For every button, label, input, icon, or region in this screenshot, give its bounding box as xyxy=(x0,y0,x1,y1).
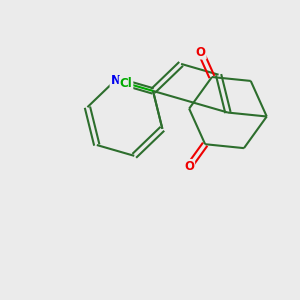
Text: O: O xyxy=(196,46,206,59)
Text: Cl: Cl xyxy=(120,77,132,90)
Text: O: O xyxy=(184,160,194,173)
Text: N: N xyxy=(110,74,121,87)
